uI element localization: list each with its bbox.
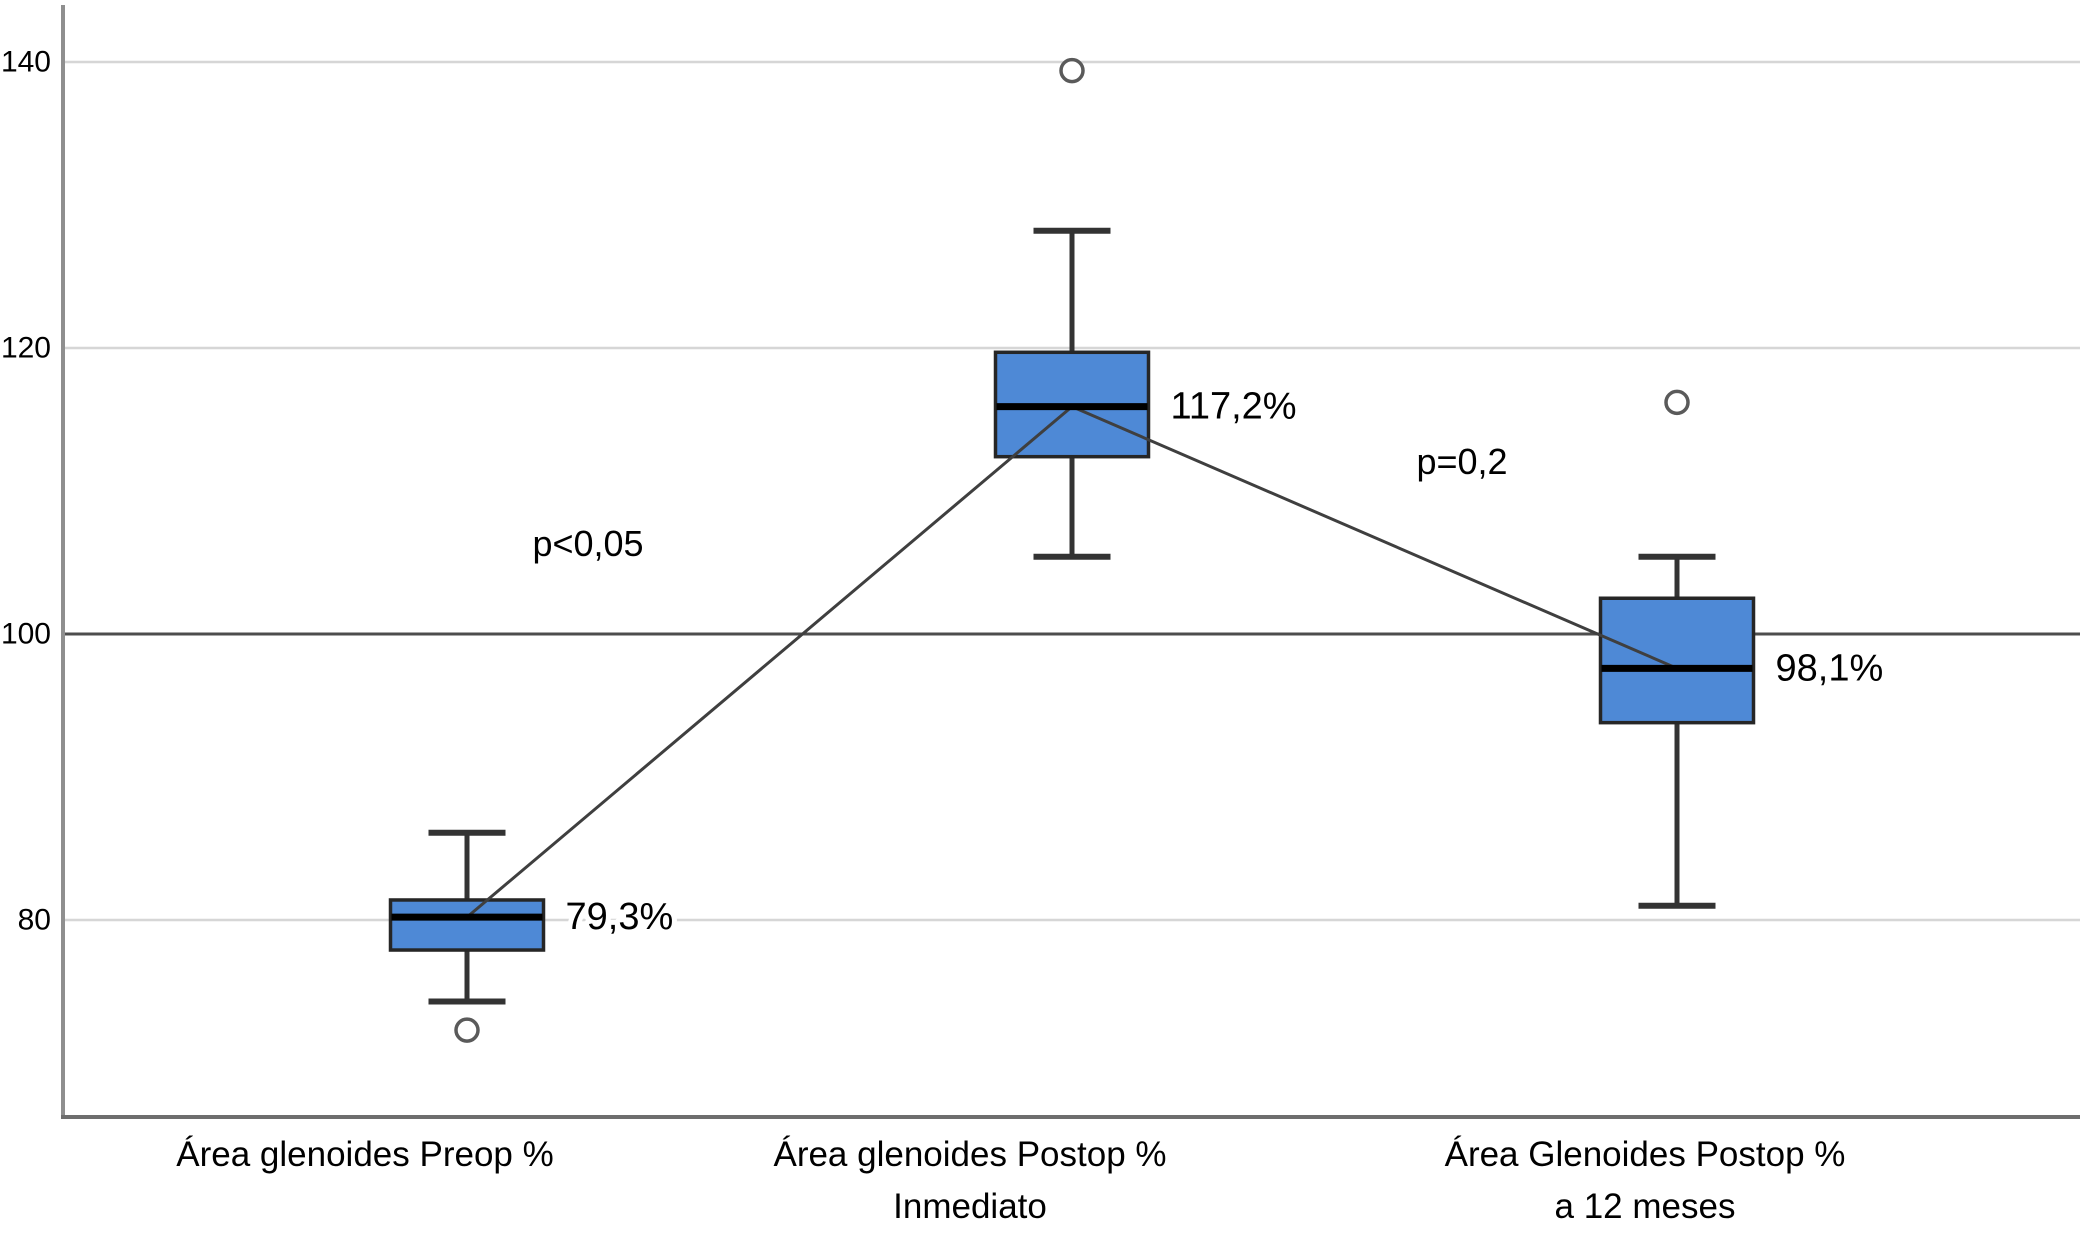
outlier-point (1664, 389, 1690, 416)
category-label: Área glenoides Preop % (176, 1135, 553, 1174)
category-label: Área glenoides Postop % (773, 1135, 1166, 1174)
median-value-label: 98,1% (1776, 647, 1884, 689)
median-value-label: 79,3% (566, 896, 674, 938)
box (388, 898, 546, 952)
y-tick-label: 140 (1, 46, 51, 79)
category-label: Inmediato (893, 1187, 1047, 1226)
p-value-annotation: p<0,05 (532, 523, 643, 564)
y-tick-label: 100 (1, 618, 51, 651)
y-tick-label: 80 (18, 904, 51, 937)
outlier-point (1059, 57, 1085, 84)
median-value-label: 117,2% (1171, 386, 1297, 428)
outlier-point (454, 1017, 480, 1043)
box (1598, 596, 1756, 725)
p-value-annotation: p=0,2 (1416, 441, 1507, 482)
y-tick-label: 120 (1, 332, 51, 365)
category-label: Área Glenoides Postop % (1445, 1135, 1846, 1174)
category-label: a 12 meses (1555, 1187, 1736, 1226)
